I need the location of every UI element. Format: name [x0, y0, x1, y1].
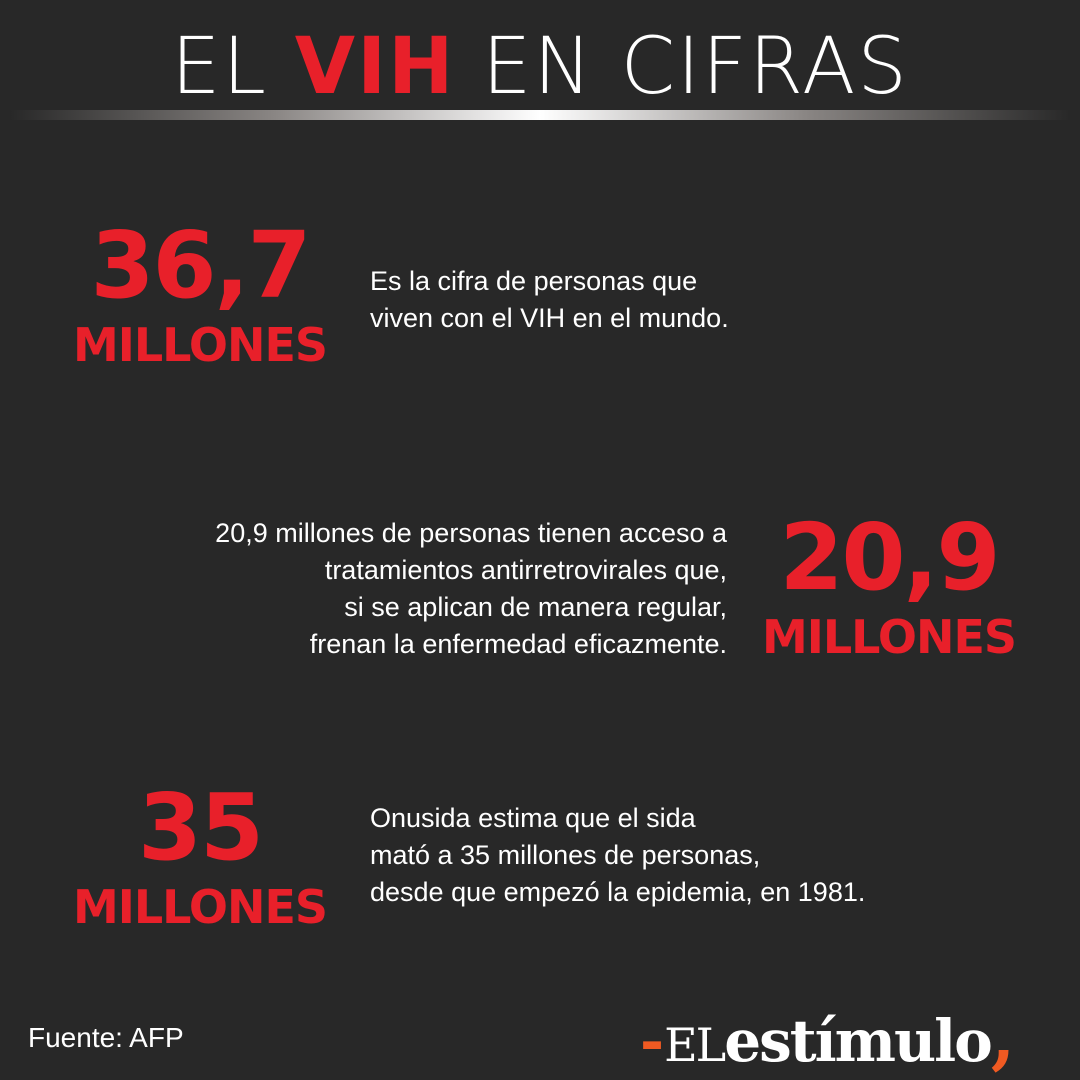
logo-word: estímulo: [724, 1007, 993, 1075]
stat-2-description: 20,9 millones de personas tienen acceso …: [215, 515, 727, 663]
stat-1-figure: 36,7 MILLONES: [40, 212, 360, 372]
stat-1-description: Es la cifra de personas que viven con el…: [370, 263, 729, 337]
logo-comma: ,: [990, 995, 1016, 1078]
description-line: desde que empezó la epidemia, en 1981.: [370, 877, 866, 907]
description-line: frenan la enfermedad eficazmente.: [309, 629, 727, 659]
stat-number: 35: [137, 774, 264, 881]
source-credit: Fuente: AFP: [28, 1022, 184, 1053]
stat-unit: MILLONES: [72, 318, 328, 372]
title-part: EL: [171, 22, 268, 112]
description-line: 20,9 millones de personas tienen acceso …: [215, 518, 727, 548]
stat-number: 20,9: [779, 504, 1001, 611]
stat-number: 36,7: [90, 212, 312, 319]
el-estimulo-logo: -ELestímulo,: [640, 995, 1015, 1078]
logo-prefix: EL: [664, 1018, 726, 1072]
gradient-divider: [10, 110, 1070, 120]
stat-unit: MILLONES: [72, 880, 328, 934]
description-line: viven con el VIH en el mundo.: [370, 303, 729, 333]
description-line: si se aplican de manera regular,: [344, 592, 727, 622]
description-line: Es la cifra de personas que: [370, 266, 698, 296]
logo-dash: -: [640, 1007, 665, 1075]
description-line: Onusida estima que el sida: [370, 803, 696, 833]
stat-3-description: Onusida estima que el sida mató a 35 mil…: [370, 800, 865, 911]
stat-unit: MILLONES: [761, 610, 1017, 664]
page-title: EL VIH EN CIFRAS: [0, 22, 1080, 112]
stat-3-figure: 35 MILLONES: [40, 774, 360, 934]
description-line: mató a 35 millones de personas,: [370, 840, 761, 870]
title-part: EN CIFRAS: [482, 22, 909, 112]
title-highlight: VIH: [294, 22, 456, 112]
description-line: tratamientos antirretrovirales que,: [324, 555, 727, 585]
stat-2-figure: 20,9 MILLONES: [730, 504, 1048, 664]
